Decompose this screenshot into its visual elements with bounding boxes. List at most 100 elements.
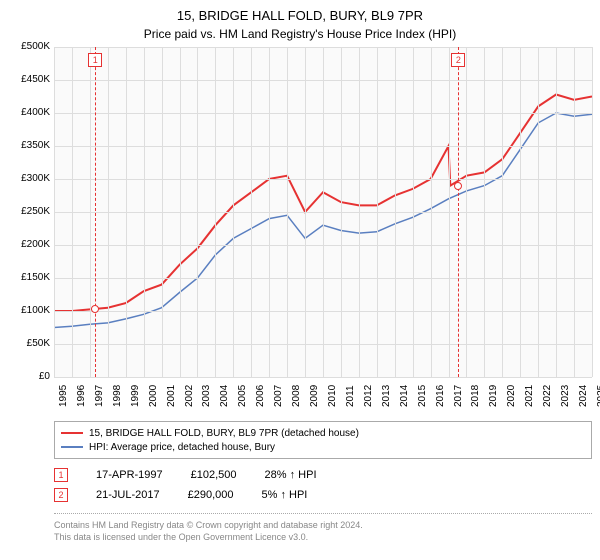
ytick-label: £200K xyxy=(10,239,50,250)
gridline-v xyxy=(520,47,521,377)
ytick-label: £150K xyxy=(10,272,50,283)
event-dot xyxy=(454,182,462,190)
legend-swatch-blue xyxy=(61,446,83,448)
event-row-id: 1 xyxy=(54,468,68,482)
event-delta: 28% ↑ HPI xyxy=(265,469,317,481)
ytick-label: £100K xyxy=(10,305,50,316)
xtick-label: 2002 xyxy=(184,385,195,407)
gridline-v xyxy=(592,47,593,377)
event-price: £102,500 xyxy=(191,469,237,481)
ytick-label: £400K xyxy=(10,107,50,118)
gridline-v xyxy=(341,47,342,377)
gridline-v xyxy=(413,47,414,377)
xtick-label: 2007 xyxy=(273,385,284,407)
footer-line1: Contains HM Land Registry data © Crown c… xyxy=(54,520,592,532)
gridline-v xyxy=(144,47,145,377)
xtick-label: 2021 xyxy=(524,385,535,407)
chart-container: 15, BRIDGE HALL FOLD, BURY, BL9 7PR Pric… xyxy=(0,0,600,543)
ytick-label: £450K xyxy=(10,74,50,85)
xtick-label: 2012 xyxy=(363,385,374,407)
events-table: 117-APR-1997£102,50028% ↑ HPI221-JUL-201… xyxy=(54,465,592,505)
gridline-v xyxy=(72,47,73,377)
chart-subtitle: Price paid vs. HM Land Registry's House … xyxy=(8,27,592,41)
legend-swatch-red xyxy=(61,432,83,434)
ytick-label: £500K xyxy=(10,41,50,52)
gridline-v xyxy=(449,47,450,377)
xtick-label: 2019 xyxy=(488,385,499,407)
xtick-label: 1998 xyxy=(112,385,123,407)
gridline-v xyxy=(215,47,216,377)
event-row: 1 17-APR-1997 £102,500 28% ↑ HPI xyxy=(54,465,592,485)
xtick-label: 2004 xyxy=(219,385,230,407)
gridline-v xyxy=(251,47,252,377)
event-delta: 5% ↑ HPI xyxy=(261,489,307,501)
gridline-v xyxy=(305,47,306,377)
legend-row-blue: HPI: Average price, detached house, Bury xyxy=(61,440,585,454)
xtick-label: 2005 xyxy=(237,385,248,407)
event-marker-box: 1 xyxy=(88,53,102,67)
xtick-label: 2018 xyxy=(470,385,481,407)
xtick-label: 2025 xyxy=(596,385,600,407)
event-marker-box: 2 xyxy=(451,53,465,67)
gridline-v xyxy=(108,47,109,377)
gridline-v xyxy=(556,47,557,377)
gridline-v xyxy=(90,47,91,377)
footer: Contains HM Land Registry data © Crown c… xyxy=(54,513,592,543)
xtick-label: 2010 xyxy=(327,385,338,407)
footer-line2: This data is licensed under the Open Gov… xyxy=(54,532,592,544)
legend: 15, BRIDGE HALL FOLD, BURY, BL9 7PR (det… xyxy=(54,421,592,459)
xtick-label: 1997 xyxy=(94,385,105,407)
ytick-label: £300K xyxy=(10,173,50,184)
xtick-label: 2015 xyxy=(417,385,428,407)
gridline-v xyxy=(395,47,396,377)
ytick-label: £0 xyxy=(10,371,50,382)
legend-label-blue: HPI: Average price, detached house, Bury xyxy=(89,442,275,453)
gridline-v xyxy=(323,47,324,377)
xtick-label: 2011 xyxy=(345,385,356,407)
xtick-label: 2022 xyxy=(542,385,553,407)
gridline-v xyxy=(359,47,360,377)
legend-label-red: 15, BRIDGE HALL FOLD, BURY, BL9 7PR (det… xyxy=(89,428,359,439)
gridline-v xyxy=(162,47,163,377)
gridline-v xyxy=(54,47,55,377)
gridline-v xyxy=(574,47,575,377)
xtick-label: 1999 xyxy=(130,385,141,407)
xtick-label: 2024 xyxy=(578,385,589,407)
xtick-label: 2000 xyxy=(148,385,159,407)
xtick-label: 1996 xyxy=(76,385,87,407)
gridline-v xyxy=(180,47,181,377)
gridline-v xyxy=(197,47,198,377)
gridline-v xyxy=(502,47,503,377)
xtick-label: 2006 xyxy=(255,385,266,407)
xtick-label: 2017 xyxy=(453,385,464,407)
plot-area-wrap: 12 £0£50K£100K£150K£200K£250K£300K£350K£… xyxy=(8,47,592,415)
xtick-label: 2014 xyxy=(399,385,410,407)
plot-area: 12 xyxy=(54,47,592,377)
gridline-v xyxy=(126,47,127,377)
legend-row-red: 15, BRIDGE HALL FOLD, BURY, BL9 7PR (det… xyxy=(61,426,585,440)
xtick-label: 2016 xyxy=(435,385,446,407)
gridline-v xyxy=(287,47,288,377)
gridline-v xyxy=(269,47,270,377)
ytick-label: £350K xyxy=(10,140,50,151)
event-line xyxy=(458,47,459,377)
gridline-v xyxy=(466,47,467,377)
xtick-label: 2008 xyxy=(291,385,302,407)
xtick-label: 2003 xyxy=(201,385,212,407)
gridline-h xyxy=(54,377,592,378)
xtick-label: 1995 xyxy=(58,385,69,407)
gridline-v xyxy=(538,47,539,377)
xtick-label: 2013 xyxy=(381,385,392,407)
event-date: 21-JUL-2017 xyxy=(96,489,160,501)
xtick-label: 2009 xyxy=(309,385,320,407)
chart-title: 15, BRIDGE HALL FOLD, BURY, BL9 7PR xyxy=(8,8,592,23)
event-line xyxy=(95,47,96,377)
xtick-label: 2023 xyxy=(560,385,571,407)
gridline-v xyxy=(233,47,234,377)
event-row: 221-JUL-2017£290,0005% ↑ HPI xyxy=(54,485,592,505)
ytick-label: £50K xyxy=(10,338,50,349)
event-price: £290,000 xyxy=(188,489,234,501)
event-date: 17-APR-1997 xyxy=(96,469,163,481)
gridline-v xyxy=(484,47,485,377)
xtick-label: 2001 xyxy=(166,385,177,407)
